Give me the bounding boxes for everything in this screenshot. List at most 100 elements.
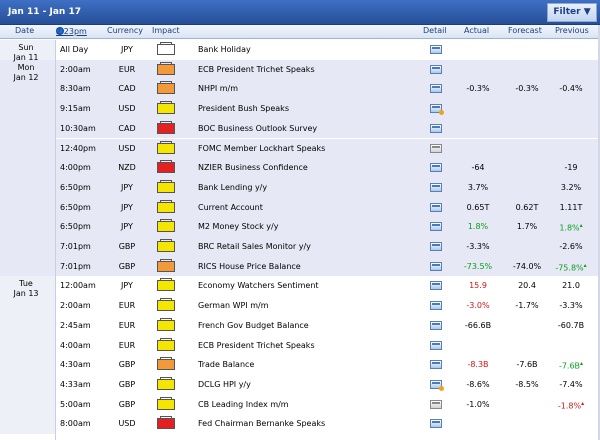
detail-icon[interactable]	[430, 64, 442, 74]
event-actual: 3.7%	[467, 182, 489, 192]
filter-label: Filter	[553, 7, 581, 17]
event-currency: GBP	[118, 399, 136, 409]
impact-folder-icon	[157, 199, 175, 213]
event-row[interactable]: 7:01pm GBP RICS House Price Balance -73.5% -…	[0, 256, 600, 277]
day-group-background	[0, 276, 55, 434]
current-time-link[interactable]: 2:23pm	[56, 27, 87, 36]
event-row[interactable]: 2:00am EUR German WPI m/m -3.0% -1.7% -3.3%	[0, 296, 600, 316]
event-row[interactable]: 6:50pm JPY Current Account 0.65T 0.62T 1.11T	[0, 197, 600, 218]
clock-icon	[56, 27, 64, 35]
day-label: Sun Jan 11	[0, 43, 52, 63]
event-forecast: -8.5%	[515, 379, 539, 389]
event-actual: -64	[471, 163, 485, 173]
event-time: 2:00am	[60, 301, 91, 311]
event-title: CB Leading Index m/m	[198, 399, 289, 409]
scrollbar[interactable]	[598, 25, 600, 440]
event-previous: -7.4%	[559, 379, 583, 389]
event-currency: JPY	[121, 45, 133, 54]
detail-icon[interactable]	[430, 182, 442, 192]
event-row[interactable]: 2:45am EUR French Gov Budget Balance -66.6B…	[0, 316, 600, 336]
event-time: 4:33am	[60, 379, 91, 389]
impact-folder-icon	[157, 219, 175, 233]
detail-icon[interactable]	[430, 45, 442, 54]
previous-wrapper: 1.8%▴	[548, 222, 594, 233]
detail-icon[interactable]	[430, 360, 442, 370]
event-actual: -8.3B	[467, 360, 489, 370]
event-time: 5:00am	[60, 399, 91, 409]
detail-icon[interactable]	[430, 222, 442, 232]
detail-icon[interactable]	[430, 419, 442, 429]
event-title: Current Account	[198, 202, 263, 212]
event-time: 2:45am	[60, 320, 91, 330]
event-row[interactable]: 4:00am EUR ECB President Trichet Speaks	[0, 336, 600, 356]
detail-icon[interactable]	[430, 261, 442, 271]
event-time: 4:30am	[60, 360, 91, 370]
event-title: RICS House Price Balance	[198, 261, 301, 271]
event-previous: -1.8%	[557, 401, 582, 411]
event-row[interactable]: 5:00am GBP CB Leading Index m/m -1.0% -1.8%▴	[0, 395, 600, 415]
detail-icon[interactable]	[430, 320, 442, 330]
event-forecast: -7.6B	[516, 360, 538, 370]
event-time: 12:00am	[60, 281, 96, 291]
chevron-down-icon: ▼	[583, 7, 591, 17]
event-time: 7:01pm	[60, 261, 91, 271]
event-actual: 0.65T	[466, 202, 490, 212]
event-row[interactable]: 9:15am USD President Bush Speaks	[0, 99, 600, 119]
event-row[interactable]: 4:33am GBP DCLG HPI y/y -8.6% -8.5% -7.4%	[0, 375, 600, 395]
event-actual: -3.3%	[466, 242, 490, 251]
event-actual: 15.9	[469, 281, 487, 291]
event-time: 12:40pm	[60, 143, 96, 153]
event-currency: EUR	[118, 64, 136, 74]
detail-icon[interactable]	[430, 340, 442, 350]
impact-folder-icon	[157, 357, 175, 371]
event-row[interactable]: 7:01pm GBP BRC Retail Sales Monitor y/y -3.…	[0, 237, 600, 257]
event-currency: GBP	[118, 261, 136, 271]
detail-icon[interactable]	[430, 84, 442, 94]
event-title: German WPI m/m	[198, 301, 269, 311]
event-actual: -1.0%	[466, 399, 490, 409]
event-row[interactable]: 6:50pm JPY M2 Money Stock y/y 1.8% 1.7% 1.8%▴	[0, 217, 600, 237]
event-row[interactable]: All Day JPY Bank Holiday	[0, 40, 600, 60]
event-currency: EUR	[118, 301, 136, 311]
event-row[interactable]: 6:50pm JPY Bank Lending y/y 3.7% 3.2%	[0, 177, 600, 198]
event-forecast: 0.62T	[515, 202, 539, 212]
detail-icon[interactable]	[430, 202, 442, 212]
impact-folder-icon	[157, 160, 175, 174]
event-title: M2 Money Stock y/y	[198, 222, 279, 232]
detail-icon[interactable]	[430, 379, 444, 391]
detail-icon[interactable]	[430, 104, 444, 116]
day-weekday: Mon	[17, 62, 35, 72]
detail-icon[interactable]	[430, 281, 442, 291]
day-label: Tue Jan 13	[0, 279, 52, 299]
detail-icon[interactable]	[430, 242, 442, 251]
event-row[interactable]: 4:00pm NZD NZIER Business Confidence -64 -19	[0, 158, 600, 178]
event-title: BRC Retail Sales Monitor y/y	[198, 242, 311, 251]
event-actual: -3.0%	[466, 301, 490, 311]
event-currency: GBP	[118, 242, 136, 251]
impact-folder-icon	[157, 140, 175, 154]
detail-icon[interactable]	[430, 143, 442, 153]
day-weekday: Sun	[18, 43, 34, 52]
header-actual: Actual	[464, 26, 490, 35]
event-row[interactable]: 8:00am USD Fed Chairman Bernanke Speaks	[0, 414, 600, 434]
event-time: 6:50pm	[60, 182, 91, 192]
detail-icon[interactable]	[430, 399, 442, 409]
event-title: NZIER Business Confidence	[198, 163, 308, 173]
event-previous: -3.3%	[559, 301, 583, 311]
detail-icon[interactable]	[430, 301, 442, 311]
event-title: Bank Holiday	[198, 45, 251, 54]
header-currency: Currency	[107, 26, 144, 35]
detail-icon[interactable]	[430, 163, 442, 173]
event-row[interactable]: 12:40pm USD FOMC Member Lockhart Speaks	[0, 138, 600, 159]
event-currency: GBP	[118, 360, 136, 370]
event-row[interactable]: 2:00am EUR ECB President Trichet Speaks	[0, 59, 600, 80]
filter-button[interactable]: Filter ▼	[547, 3, 597, 22]
event-row[interactable]: 10:30am CAD BOC Business Outlook Survey	[0, 118, 600, 139]
detail-icon[interactable]	[430, 123, 442, 133]
event-time: 2:00am	[60, 64, 91, 74]
event-currency: CAD	[118, 84, 136, 94]
event-row[interactable]: 4:30am GBP Trade Balance -8.3B -7.6B -7.6B▴	[0, 355, 600, 375]
event-row[interactable]: 8:30am CAD NHPI m/m -0.3% -0.3% -0.4%	[0, 79, 600, 100]
event-row[interactable]: 12:00am JPY Economy Watchers Sentiment 15.9…	[0, 276, 600, 296]
impact-folder-icon	[157, 42, 175, 55]
